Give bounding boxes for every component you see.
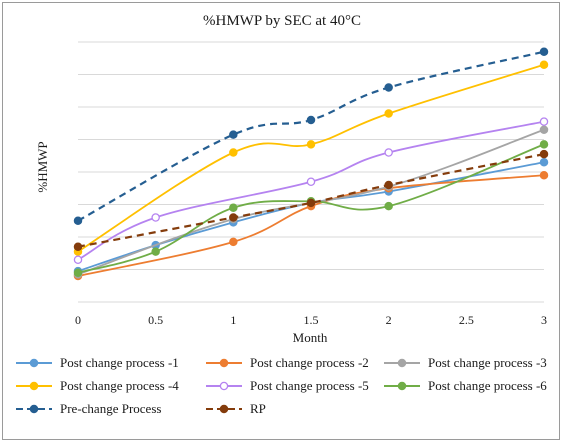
data-point xyxy=(306,140,316,149)
legend-label: Pre-change Process xyxy=(60,401,162,416)
x-tick-label: 3 xyxy=(541,313,547,327)
legend-item: Post change process -3 xyxy=(382,354,554,372)
data-point xyxy=(151,213,160,222)
y-axis-label: %HMWP xyxy=(35,141,50,192)
legend-swatch xyxy=(16,381,52,391)
legend-swatch xyxy=(384,358,420,368)
series-line-7 xyxy=(77,50,545,222)
data-point xyxy=(539,140,549,149)
x-tick-label: 0.5 xyxy=(148,313,163,327)
legend-item: Pre-change Process xyxy=(14,400,204,418)
data-point xyxy=(229,130,238,139)
legend-swatch xyxy=(206,358,242,368)
x-tick-label: 1.5 xyxy=(304,313,319,327)
legend-label: RP xyxy=(250,401,266,416)
legend-swatch xyxy=(16,404,52,414)
x-tick-label: 0 xyxy=(75,313,81,327)
legend-item: Post change process -5 xyxy=(204,377,382,395)
data-point xyxy=(151,247,160,256)
series-line-2 xyxy=(77,174,545,277)
data-point xyxy=(229,237,238,247)
data-point xyxy=(384,180,393,190)
legend-swatch xyxy=(384,381,420,391)
data-point xyxy=(539,125,549,135)
data-point xyxy=(384,109,393,118)
data-point xyxy=(229,203,238,212)
data-point xyxy=(539,47,549,57)
data-point xyxy=(539,157,549,167)
gridlines xyxy=(78,41,544,303)
x-tick-label: 2.5 xyxy=(459,313,474,327)
chart-title: %HMWP by SEC at 40°C xyxy=(203,13,361,29)
data-point xyxy=(306,115,316,125)
legend-label: Post change process -1 xyxy=(60,355,179,370)
x-tick-label: 1 xyxy=(230,313,236,327)
legend-label: Post change process -2 xyxy=(250,355,369,370)
legend: Post change process -1 Post change proces… xyxy=(14,354,554,418)
legend-item: Post change process -2 xyxy=(204,354,382,372)
data-point xyxy=(306,198,316,208)
x-tick-label: 2 xyxy=(386,313,392,327)
legend-swatch xyxy=(206,381,242,391)
legend-label: Post change process -4 xyxy=(60,378,179,393)
legend-label: Post change process -6 xyxy=(428,378,547,393)
data-point xyxy=(229,213,238,222)
data-point xyxy=(384,148,393,157)
data-point xyxy=(384,201,393,211)
legend-swatch xyxy=(16,358,52,368)
legend-item: Post change process -6 xyxy=(382,377,554,395)
series-line-4 xyxy=(77,63,545,253)
x-axis-label: Month xyxy=(293,330,328,345)
legend-label: Post change process -3 xyxy=(428,355,547,370)
data-point xyxy=(539,60,549,70)
data-point xyxy=(306,177,316,186)
data-point xyxy=(73,268,83,277)
legend-item: RP xyxy=(204,400,382,418)
legend-label: Post change process -5 xyxy=(250,378,369,393)
data-point xyxy=(384,83,393,92)
data-point xyxy=(539,149,549,159)
legend-item: Post change process -1 xyxy=(14,354,204,372)
data-point xyxy=(229,148,238,157)
data-point xyxy=(73,242,83,251)
data-point xyxy=(73,216,83,225)
series-lines xyxy=(73,47,549,281)
series-line-8 xyxy=(77,153,545,248)
legend-swatch xyxy=(206,404,242,414)
x-tick-labels: 0 0.5 1 1.5 2 2.5 3 xyxy=(75,313,547,327)
legend-item: Post change process -4 xyxy=(14,377,204,395)
data-point xyxy=(73,255,83,264)
data-point xyxy=(539,117,549,126)
data-point xyxy=(539,170,549,180)
